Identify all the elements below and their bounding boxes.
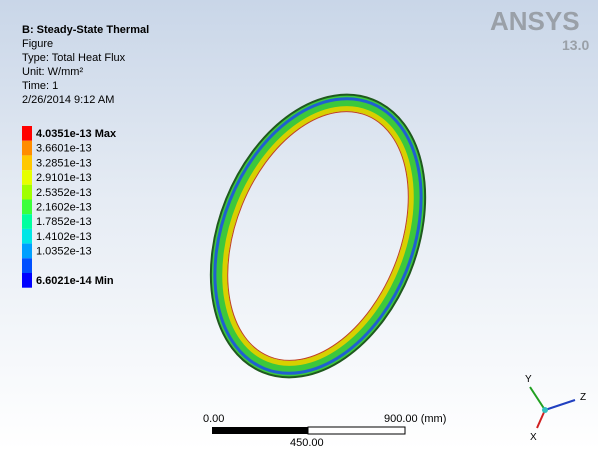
viewport: B: Steady-State Thermal Figure Type: Tot…	[0, 0, 598, 450]
legend-label: 2.9101e-13	[36, 172, 92, 184]
legend-label: 2.5352e-13	[36, 187, 92, 199]
triad-label: Y	[525, 374, 532, 385]
legend-swatch	[22, 170, 32, 185]
title: B: Steady-State Thermal	[22, 24, 149, 36]
legend-swatch	[22, 214, 32, 229]
legend-label: 1.0352e-13	[36, 246, 92, 258]
info: 2/26/2014 9:12 AM	[22, 94, 114, 106]
ring	[176, 68, 459, 404]
info: Unit: W/mm²	[22, 66, 83, 78]
scale-end: 900.00 (mm)	[384, 413, 446, 425]
triad: Y Z X	[525, 374, 586, 443]
triad-label: Z	[580, 392, 586, 403]
legend-swatch	[22, 126, 32, 141]
info: Type: Total Heat Flux	[22, 52, 126, 64]
triad-y	[530, 387, 545, 410]
scale-start: 0.00	[203, 413, 224, 425]
legend-swatch	[22, 229, 32, 244]
info: Figure	[22, 38, 53, 50]
legend-swatch	[22, 244, 32, 259]
legend-swatch	[22, 155, 32, 170]
legend-label: 1.4102e-13	[36, 231, 92, 243]
scale-bar-black	[212, 427, 308, 434]
scale-middle: 450.00	[290, 437, 324, 449]
legend-label: 1.7852e-13	[36, 216, 92, 228]
legend-swatch	[22, 273, 32, 288]
legend-swatch	[22, 200, 32, 215]
legend-swatch	[22, 141, 32, 156]
legend-label: 3.2851e-13	[36, 157, 92, 169]
scene: B: Steady-State Thermal Figure Type: Tot…	[0, 0, 598, 450]
info: Time: 1	[22, 80, 58, 92]
ring-body	[180, 72, 455, 401]
triad-z	[545, 400, 575, 410]
triad-origin	[542, 407, 548, 413]
logo-version: 13.0	[562, 37, 589, 53]
ring-inner	[189, 81, 446, 391]
logo: ANSYS	[490, 6, 580, 36]
legend-label: 2.1602e-13	[36, 202, 92, 214]
triad-label: X	[530, 432, 537, 443]
legend-label: 4.0351e-13 Max	[36, 128, 117, 140]
legend-label: 6.6021e-14 Min	[36, 275, 114, 287]
legend-swatch	[22, 258, 32, 273]
legend-swatch	[22, 185, 32, 200]
legend-label: 3.6601e-13	[36, 143, 92, 155]
scale-bar-white	[308, 427, 405, 434]
